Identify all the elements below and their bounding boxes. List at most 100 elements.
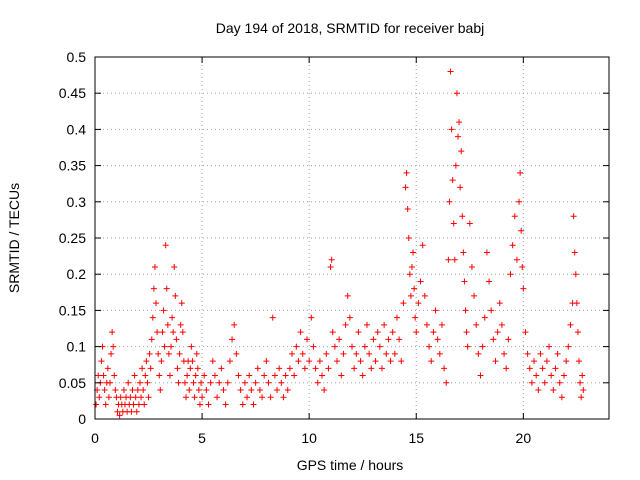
- data-point: [161, 343, 168, 350]
- data-point: [129, 387, 136, 394]
- data-point: [579, 372, 586, 379]
- data-point: [312, 365, 319, 372]
- data-point: [461, 278, 468, 285]
- data-point: [436, 350, 443, 357]
- data-point: [385, 336, 392, 343]
- data-point: [289, 350, 296, 357]
- data-point: [169, 314, 176, 321]
- data-point: [145, 394, 152, 401]
- data-point: [310, 343, 317, 350]
- data-point: [166, 372, 173, 379]
- data-point: [276, 365, 283, 372]
- data-point: [463, 329, 470, 336]
- data-point: [95, 372, 102, 379]
- data-point: [132, 394, 139, 401]
- data-point: [334, 358, 341, 365]
- data-point: [449, 177, 456, 184]
- data-point: [165, 350, 172, 357]
- data-point: [396, 336, 403, 343]
- data-point: [441, 365, 448, 372]
- data-point: [415, 300, 422, 307]
- data-point: [304, 336, 311, 343]
- data-point: [274, 387, 281, 394]
- y-tick-label: 0.1: [67, 339, 87, 355]
- data-point: [134, 387, 141, 394]
- data-point: [539, 365, 546, 372]
- data-point: [191, 394, 198, 401]
- data-point: [423, 321, 430, 328]
- data-point: [148, 336, 155, 343]
- data-point: [216, 379, 223, 386]
- data-point: [349, 343, 355, 350]
- data-point: [235, 372, 242, 379]
- y-tick-label: 0.3: [67, 194, 87, 210]
- data-point: [387, 358, 394, 365]
- data-point: [378, 365, 385, 372]
- data-point: [316, 358, 323, 365]
- data-point: [261, 372, 268, 379]
- data-point: [496, 300, 503, 307]
- data-point: [567, 321, 574, 328]
- y-tick-label: 0.25: [59, 230, 86, 246]
- data-point: [412, 314, 419, 321]
- data-point: [340, 350, 347, 357]
- data-point: [393, 314, 400, 321]
- data-point: [556, 379, 563, 386]
- data-point: [451, 256, 458, 263]
- y-tick-label: 0.45: [59, 85, 86, 101]
- data-point: [353, 350, 360, 357]
- data-point: [130, 401, 137, 408]
- y-tick-label: 0.5: [67, 49, 87, 65]
- data-point: [363, 321, 370, 328]
- data-point: [323, 350, 330, 357]
- data-point: [417, 278, 424, 285]
- data-point: [466, 220, 473, 227]
- data-point: [117, 394, 124, 401]
- data-point: [149, 314, 156, 321]
- data-point: [368, 365, 375, 372]
- data-point: [108, 350, 115, 357]
- x-axis-label: GPS time / hours: [297, 457, 404, 473]
- data-point: [468, 263, 475, 270]
- data-point: [558, 394, 565, 401]
- data-point: [112, 387, 119, 394]
- data-point: [405, 235, 412, 241]
- data-point: [321, 387, 328, 394]
- data-point: [524, 350, 531, 357]
- data-point: [293, 343, 300, 350]
- data-point: [125, 379, 132, 386]
- data-point: [459, 213, 466, 220]
- data-point: [284, 387, 291, 394]
- data-point: [168, 343, 175, 350]
- data-point: [479, 343, 486, 350]
- data-point: [146, 350, 153, 357]
- chart-title: Day 194 of 2018, SRMTID for receiver bab…: [216, 20, 484, 36]
- data-point: [533, 372, 540, 379]
- x-tick-label: 15: [408, 430, 424, 446]
- data-point: [475, 350, 482, 357]
- data-point: [224, 379, 231, 386]
- data-point: [573, 300, 580, 307]
- data-point: [106, 379, 113, 386]
- data-point: [98, 358, 105, 365]
- data-point: [297, 329, 304, 336]
- data-point: [198, 379, 205, 386]
- data-point: [267, 394, 274, 401]
- data-point: [282, 372, 289, 379]
- data-point: [187, 365, 194, 372]
- data-point: [154, 329, 161, 336]
- data-point: [157, 387, 164, 394]
- data-point: [327, 263, 334, 270]
- data-point: [366, 350, 373, 357]
- data-point: [207, 379, 214, 386]
- data-point: [181, 379, 188, 386]
- data-point: [462, 307, 469, 314]
- data-point: [376, 343, 383, 350]
- data-point: [143, 358, 150, 365]
- data-point: [177, 321, 184, 328]
- data-point: [411, 285, 418, 292]
- data-point: [383, 350, 390, 357]
- data-point: [102, 401, 109, 408]
- data-point: [471, 292, 478, 299]
- data-point: [438, 321, 445, 328]
